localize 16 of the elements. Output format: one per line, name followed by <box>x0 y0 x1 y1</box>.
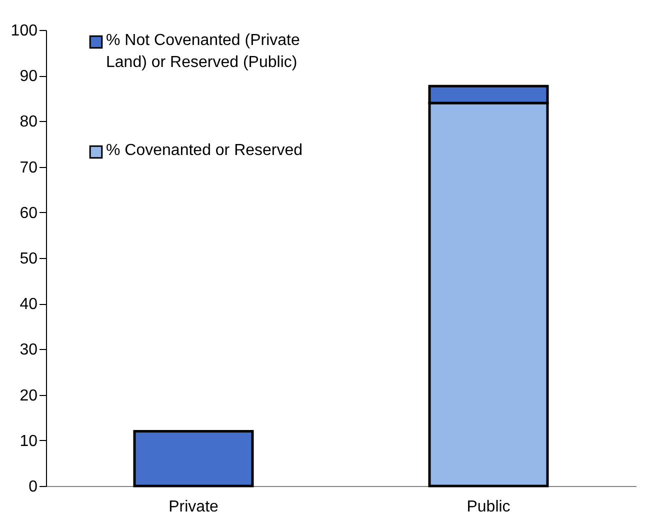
y-tick-label: 60 <box>20 204 38 222</box>
legend-label: % Covenanted or Reserved <box>106 142 303 159</box>
x-tick-label: Private <box>168 498 218 516</box>
y-tick-label: 0 <box>28 478 38 496</box>
y-tick-label: 70 <box>20 159 38 176</box>
y-tick-label: 80 <box>20 114 38 131</box>
bar <box>133 430 254 488</box>
y-tick-label: 50 <box>20 250 38 268</box>
y-tick-label: 100 <box>10 22 38 40</box>
y-tick-label: 20 <box>20 387 38 404</box>
y-tick-label: 90 <box>20 68 38 86</box>
y-tick-label: 30 <box>20 342 38 359</box>
legend-label: % Not Covenanted (Private Land) or Reserved (Public) <box>106 32 300 71</box>
y-tick-label: 40 <box>20 296 38 314</box>
x-tick-label: Public <box>466 498 510 516</box>
y-tick-label: 10 <box>20 432 38 450</box>
